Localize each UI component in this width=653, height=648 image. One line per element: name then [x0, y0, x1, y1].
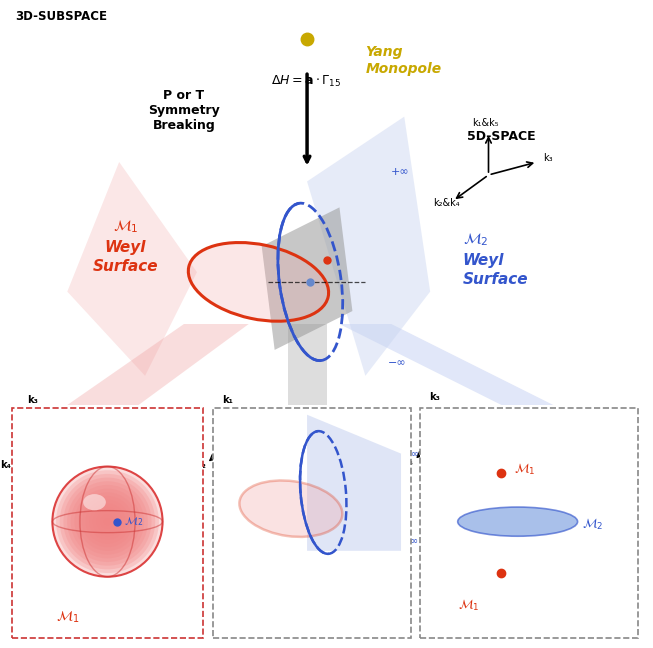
Polygon shape	[287, 324, 326, 405]
Text: +∞: +∞	[391, 167, 410, 177]
Text: 5D-SPACE: 5D-SPACE	[467, 130, 535, 143]
Polygon shape	[67, 324, 249, 405]
Circle shape	[63, 478, 151, 566]
Text: k₂&k₄: k₂&k₄	[433, 198, 460, 208]
Text: $\Delta H = \mathbf{a} \cdot \Gamma_{15}$: $\Delta H = \mathbf{a} \cdot \Gamma_{15}…	[272, 73, 342, 89]
Circle shape	[74, 489, 140, 555]
Text: $\mathcal{M}_2$: $\mathcal{M}_2$	[323, 592, 343, 607]
Circle shape	[59, 474, 155, 570]
Text: $\mathcal{M}_2$: $\mathcal{M}_2$	[123, 515, 143, 528]
Text: $\mathcal{M}_2$
Weyl
Surface: $\mathcal{M}_2$ Weyl Surface	[462, 231, 528, 287]
Text: k₃: k₃	[543, 153, 553, 163]
Text: k₁: k₁	[222, 395, 232, 405]
Circle shape	[78, 492, 137, 551]
Text: k₁&k₅: k₁&k₅	[472, 119, 498, 128]
Text: Yang
Monopole: Yang Monopole	[366, 45, 441, 76]
Text: k₂: k₂	[195, 460, 206, 470]
Text: k₄: k₄	[0, 460, 11, 470]
FancyBboxPatch shape	[12, 408, 203, 638]
Ellipse shape	[240, 480, 342, 537]
Text: k₃: k₃	[429, 392, 440, 402]
Circle shape	[67, 481, 148, 562]
FancyBboxPatch shape	[421, 408, 637, 638]
Text: $\mathcal{M}_1$: $\mathcal{M}_1$	[515, 462, 536, 477]
Text: −∞: −∞	[403, 536, 419, 546]
Text: $\mathcal{M}_2$: $\mathcal{M}_2$	[582, 517, 604, 532]
Polygon shape	[307, 415, 401, 551]
Circle shape	[100, 515, 115, 529]
Text: −∞: −∞	[388, 358, 407, 368]
Text: k₅: k₅	[402, 457, 413, 467]
Text: P or T
Symmetry
Breaking: P or T Symmetry Breaking	[148, 89, 220, 132]
Text: $\mathcal{M}_1$: $\mathcal{M}_1$	[56, 610, 79, 625]
Polygon shape	[262, 207, 353, 350]
Text: +∞: +∞	[403, 448, 419, 459]
Circle shape	[82, 496, 133, 548]
FancyBboxPatch shape	[213, 408, 411, 638]
Polygon shape	[67, 162, 197, 376]
Text: k₁: k₁	[480, 413, 491, 422]
Ellipse shape	[458, 507, 578, 537]
Circle shape	[97, 511, 118, 533]
Text: $\mathcal{M}_1$: $\mathcal{M}_1$	[458, 598, 480, 613]
Circle shape	[104, 518, 111, 526]
Circle shape	[56, 470, 159, 573]
Ellipse shape	[188, 242, 328, 321]
Text: $\mathcal{M}_1$
Weyl
Surface: $\mathcal{M}_1$ Weyl Surface	[93, 218, 159, 274]
Ellipse shape	[83, 494, 106, 511]
Polygon shape	[307, 117, 430, 376]
Text: k₃: k₃	[273, 416, 283, 426]
Circle shape	[71, 485, 144, 559]
Circle shape	[86, 500, 129, 544]
Text: k₂: k₂	[78, 416, 89, 426]
Circle shape	[89, 503, 126, 540]
Polygon shape	[340, 324, 553, 405]
Text: k₃: k₃	[27, 395, 39, 405]
Circle shape	[93, 507, 122, 537]
Text: 3D-SUBSPACE: 3D-SUBSPACE	[16, 10, 108, 23]
Text: $\mathcal{M}_1$: $\mathcal{M}_1$	[215, 517, 237, 532]
Circle shape	[52, 467, 163, 577]
